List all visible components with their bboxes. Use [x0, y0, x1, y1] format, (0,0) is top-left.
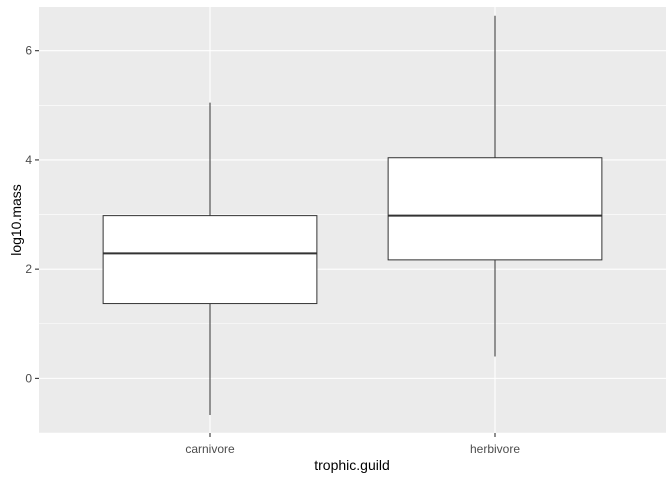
box-herbivore — [387, 157, 603, 261]
x-axis-title: trophic.guild — [314, 457, 390, 473]
y-tick-label: 4 — [25, 153, 32, 167]
y-tick-label: 0 — [25, 371, 32, 385]
x-tick-label: carnivore — [185, 442, 235, 456]
y-tick-label: 6 — [25, 44, 32, 58]
y-tick-label: 2 — [25, 262, 32, 276]
x-tick-label: herbivore — [470, 442, 520, 456]
boxes — [102, 15, 603, 415]
x-axis: carnivore herbivore — [185, 433, 520, 456]
box-carnivore — [102, 215, 318, 305]
y-axis: 0 2 4 6 — [25, 44, 39, 385]
y-axis-title: log10.mass — [8, 184, 24, 256]
